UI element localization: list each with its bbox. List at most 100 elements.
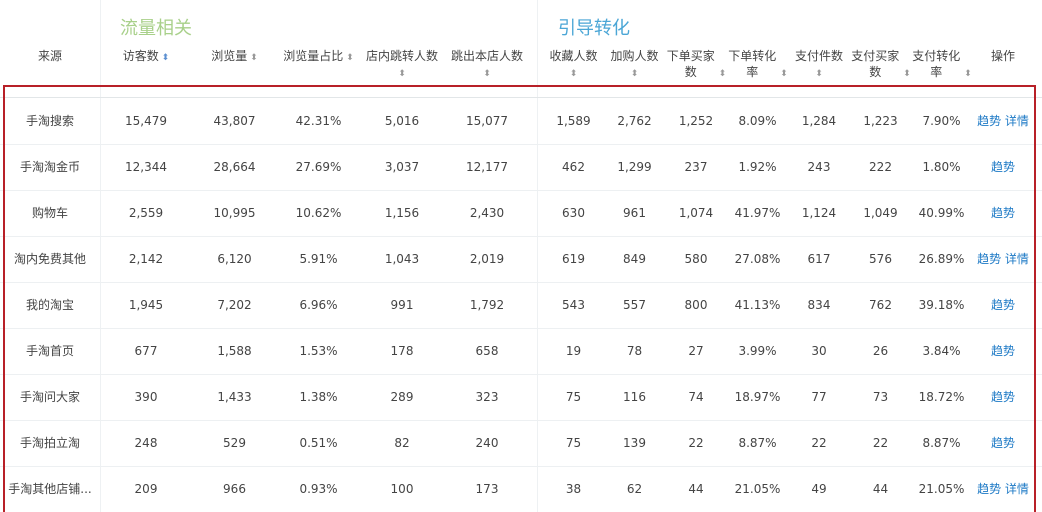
trend-link[interactable]: 趋势 — [990, 390, 1015, 404]
column-header[interactable]: 支付转化率 ⬍ — [911, 48, 972, 82]
column-header[interactable]: 访客数 ⬍ — [100, 48, 192, 66]
column-header[interactable]: 支付件数 ⬍ — [788, 48, 850, 82]
metric-value: 1,433 — [217, 390, 252, 404]
metric-value: 543 — [562, 298, 585, 312]
sort-updown-icon[interactable]: ⬍ — [900, 69, 911, 79]
table-row: 手淘问大家 390 1,433 1.38% 289 323 75 116 74 18.97% 77 7… — [0, 374, 1042, 421]
column-header-label: 支付件数 — [794, 49, 843, 63]
metric-value: 116 — [623, 390, 646, 404]
metric-value: 6,120 — [217, 252, 252, 266]
metric-value: 1,074 — [678, 206, 714, 220]
sort-updown-icon[interactable]: ⬍ — [961, 69, 972, 79]
metric-value: 15,479 — [125, 114, 167, 128]
column-header[interactable]: 收藏人数 ⬍ — [543, 48, 604, 82]
column-header-label: 支付买家数 — [851, 49, 900, 79]
column-header[interactable]: 加购人数 ⬍ — [604, 48, 665, 82]
metric-value: 1.92% — [738, 160, 777, 174]
detail-link[interactable]: 详情 — [1004, 252, 1029, 266]
metric-value: 1.38% — [299, 390, 338, 404]
sort-updown-icon[interactable]: ⬍ — [483, 69, 491, 79]
sort-updown-icon[interactable]: ⬍ — [815, 69, 823, 79]
metric-value: 8.87% — [922, 436, 961, 450]
metric-value: 5,016 — [384, 114, 420, 128]
trend-link[interactable]: 趋势 — [977, 252, 1002, 266]
trend-link[interactable]: 趋势 — [990, 436, 1015, 450]
detail-link[interactable]: 详情 — [1004, 482, 1029, 496]
trend-link[interactable]: 趋势 — [977, 114, 1002, 128]
metric-value: 2,762 — [617, 114, 652, 128]
sort-updown-icon[interactable]: ⬍ — [777, 69, 788, 79]
metric-value: 3.99% — [738, 344, 777, 358]
metric-value: 1,945 — [128, 298, 164, 312]
table-row: 购物车 2,559 10,995 10.62% 1,156 2,430 630 961 1,07… — [0, 190, 1042, 237]
column-header[interactable]: 浏览量 ⬍ — [192, 48, 277, 66]
metric-value: 77 — [811, 390, 827, 404]
sort-updown-icon[interactable]: ⬍ — [715, 69, 727, 79]
column-header-label: 店内跳转人数 — [365, 49, 438, 63]
trend-link[interactable]: 趋势 — [990, 344, 1015, 358]
metric-value: 38 — [565, 482, 582, 496]
source-name: 手淘首页 — [25, 344, 74, 358]
metric-value: 1,588 — [217, 344, 252, 358]
metric-value: 966 — [223, 482, 246, 496]
column-header[interactable]: 下单转化率 ⬍ — [727, 48, 788, 82]
sort-updown-icon[interactable]: ⬍ — [247, 53, 258, 63]
source-name: 手淘淘金币 — [19, 160, 80, 174]
metric-value: 237 — [684, 160, 708, 174]
column-header-label: 来源 — [37, 49, 62, 63]
metric-value: 62 — [626, 482, 643, 496]
metric-value: 44 — [688, 482, 704, 496]
metric-value: 22 — [688, 436, 704, 450]
column-header-label: 加购人数 — [610, 49, 659, 63]
table-row: 淘内免费其他 2,142 6,120 5.91% 1,043 2,019 619 849 580… — [0, 236, 1042, 283]
sort-updown-icon[interactable]: ⬍ — [398, 69, 406, 79]
metric-value: 75 — [565, 436, 582, 450]
source-name: 手淘其他店铺... — [8, 482, 92, 496]
trend-link[interactable]: 趋势 — [977, 482, 1002, 496]
metric-value: 2,430 — [469, 206, 505, 220]
metric-value: 22 — [811, 436, 827, 450]
row-actions: 趋势 — [972, 282, 1034, 328]
metric-value: 1,223 — [863, 114, 898, 128]
metric-value: 0.93% — [299, 482, 338, 496]
column-header[interactable]: 跳出本店人数 ⬍ — [444, 48, 530, 82]
sort-updown-icon[interactable]: ⬍ — [630, 69, 639, 79]
source-name: 我的淘宝 — [25, 298, 74, 312]
metric-value: 1,043 — [384, 252, 420, 266]
column-header[interactable]: 支付买家数 ⬍ — [850, 48, 911, 82]
sort-updown-icon[interactable]: ⬍ — [158, 53, 170, 63]
metric-value: 240 — [475, 436, 499, 450]
detail-link[interactable]: 详情 — [1004, 114, 1029, 128]
trend-link[interactable]: 趋势 — [990, 206, 1015, 220]
row-actions: 趋势 详情 — [972, 466, 1034, 512]
sort-updown-icon[interactable]: ⬍ — [343, 53, 354, 63]
metric-value: 0.51% — [299, 436, 338, 450]
metric-value: 529 — [223, 436, 246, 450]
trend-link[interactable]: 趋势 — [990, 160, 1015, 174]
column-divider — [537, 0, 538, 512]
table-row: 手淘淘金币 12,344 28,664 27.69% 3,037 12,177 462 1,2… — [0, 144, 1042, 191]
column-header[interactable]: 浏览量占比 ⬍ — [277, 48, 360, 66]
metric-value: 834 — [807, 298, 831, 312]
row-actions: 趋势 — [972, 374, 1034, 420]
metric-value: 8.09% — [738, 114, 777, 128]
metric-value: 7,202 — [217, 298, 252, 312]
metric-value: 18.72% — [918, 390, 965, 404]
column-header[interactable]: 店内跳转人数 ⬍ — [360, 48, 444, 82]
metric-value: 10.62% — [295, 206, 342, 220]
metric-value: 74 — [688, 390, 704, 404]
metric-value: 12,344 — [125, 160, 167, 174]
table-row: 我的淘宝 1,945 7,202 6.96% 991 1,792 543 557 800 41.1… — [0, 282, 1042, 329]
source-name: 淘内免费其他 — [13, 252, 86, 266]
column-header[interactable]: 下单买家数 ⬍ — [665, 48, 727, 82]
metric-value: 1,284 — [801, 114, 837, 128]
row-actions: 趋势 — [972, 190, 1034, 236]
trend-link[interactable]: 趋势 — [990, 298, 1015, 312]
metric-value: 576 — [869, 252, 892, 266]
metric-value: 12,177 — [466, 160, 508, 174]
column-header-label: 浏览量 — [211, 49, 248, 63]
metric-value: 42.31% — [295, 114, 342, 128]
sort-updown-icon[interactable]: ⬍ — [569, 69, 578, 79]
metric-value: 27.08% — [734, 252, 781, 266]
table-row: 手淘首页 677 1,588 1.53% 178 658 19 78 27 3.99% 30 26 3.… — [0, 328, 1042, 375]
